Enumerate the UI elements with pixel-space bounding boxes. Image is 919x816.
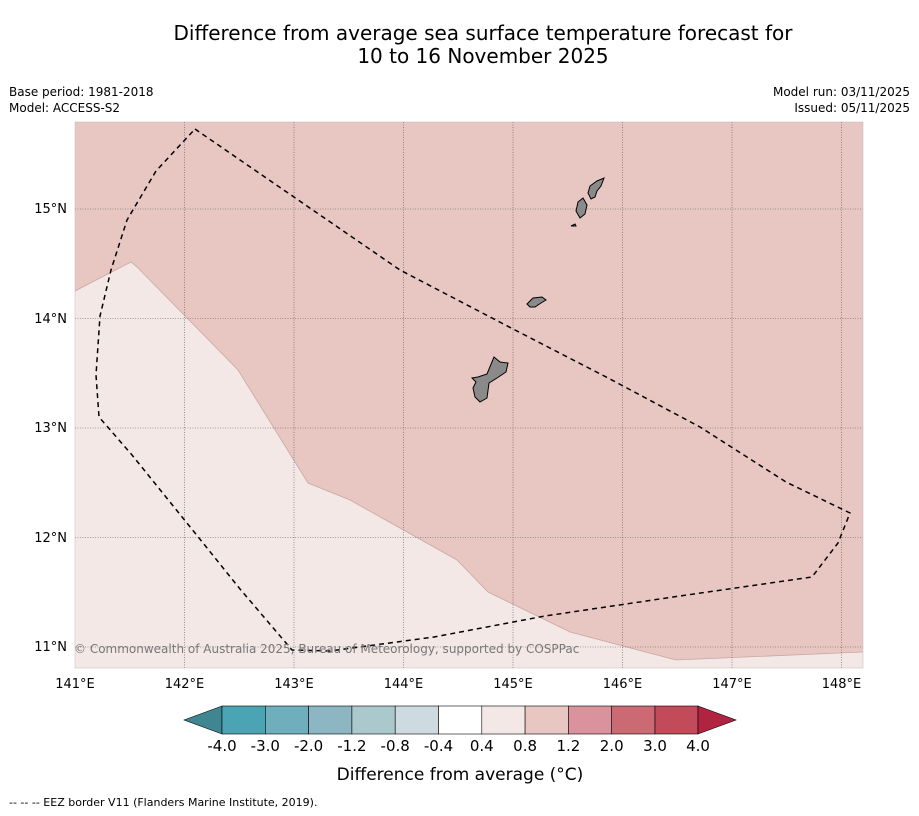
lat-tick-label: 14°N — [34, 312, 67, 327]
islands — [470, 177, 605, 403]
guam-island — [470, 356, 509, 403]
colorbar-tick-label: 0.8 — [513, 737, 537, 755]
lat-tick-label: 11°N — [34, 640, 67, 655]
title-line-2: 10 to 16 November 2025 — [357, 44, 609, 68]
colorbar-tick-label: -0.8 — [381, 737, 410, 755]
colorbar-bin — [568, 705, 613, 735]
colorbar-over-triangle — [697, 705, 737, 735]
base-period: Base period: 1981-2018 — [9, 85, 154, 99]
anomaly-region-0.4-0.8 — [75, 262, 863, 668]
colorbar-tick-label: 4.0 — [686, 737, 710, 755]
lat-tick-label: 12°N — [34, 531, 67, 546]
colorbar-tick-label: 1.2 — [556, 737, 580, 755]
colorbar-bins — [221, 705, 699, 735]
saipan-island — [587, 177, 605, 200]
lat-tick-labels: 11°N 12°N 13°N 14°N 15°N — [34, 202, 67, 655]
colorbar-tick-label: -2.0 — [294, 737, 323, 755]
colorbar-tick-label: 2.0 — [600, 737, 624, 755]
colorbar-tick-label: -4.0 — [207, 737, 236, 755]
map-frame — [74, 121, 864, 669]
lat-tick-label: 13°N — [34, 421, 67, 436]
gridlines — [75, 122, 863, 668]
colorbar-bin — [351, 705, 396, 735]
contour-line — [75, 261, 863, 661]
colorbar-tick-label: -1.2 — [337, 737, 366, 755]
map-area — [75, 122, 863, 668]
colorbar-bin — [611, 705, 656, 735]
copyright-text: © Commonwealth of Australia 2025, Bureau… — [74, 642, 579, 656]
meta-left: Base period: 1981-2018 Model: ACCESS-S2 — [9, 84, 154, 116]
title-line-1: Difference from average sea surface temp… — [173, 21, 793, 45]
tinian-island — [575, 197, 588, 219]
model-run: Model run: 03/11/2025 — [772, 85, 910, 99]
lon-tick-labels: 141°E 142°E 143°E 144°E 145°E 146°E 147°… — [55, 677, 861, 692]
lon-tick-label: 147°E — [712, 677, 752, 692]
colorbar-bin — [438, 705, 483, 735]
chart-title: Difference from average sea surface temp… — [0, 22, 919, 68]
rota-island — [526, 296, 547, 308]
colorbar-tick-labels: -4.0 -3.0 -2.0 -1.2 -0.8 -0.4 0.4 0.8 1.… — [207, 737, 710, 755]
colorbar-tick-label: -3.0 — [251, 737, 280, 755]
colorbar-bin — [481, 705, 526, 735]
lon-tick-label: 148°E — [822, 677, 862, 692]
model-name: Model: ACCESS-S2 — [9, 101, 121, 115]
colorbar: -4.0 -3.0 -2.0 -1.2 -0.8 -0.4 0.4 0.8 1.… — [183, 705, 737, 785]
colorbar-bin — [308, 705, 353, 735]
colorbar-under-triangle — [183, 705, 223, 735]
colorbar-bin — [524, 705, 569, 735]
aguijan-islet — [570, 223, 577, 227]
colorbar-label: Difference from average (°C) — [337, 765, 584, 785]
colorbar-bin — [394, 705, 439, 735]
colorbar-tick-label: 3.0 — [643, 737, 667, 755]
colorbar-bin — [264, 705, 309, 735]
lon-tick-label: 142°E — [165, 677, 205, 692]
lon-tick-label: 144°E — [384, 677, 424, 692]
meta-right: Model run: 03/11/2025 Issued: 05/11/2025 — [773, 84, 910, 116]
colorbar-tick-label: 0.4 — [470, 737, 494, 755]
lon-tick-label: 145°E — [493, 677, 533, 692]
lon-tick-label: 143°E — [274, 677, 314, 692]
colorbar-bin — [221, 705, 266, 735]
eez-footnote: -- -- -- EEZ border V11 (Flanders Marine… — [9, 796, 318, 809]
lon-tick-label: 141°E — [55, 677, 95, 692]
issued-date: Issued: 05/11/2025 — [794, 101, 910, 115]
eez-border — [95, 128, 851, 652]
colorbar-tick-label: -0.4 — [424, 737, 453, 755]
lat-tick-label: 15°N — [34, 202, 67, 217]
lon-tick-label: 146°E — [603, 677, 643, 692]
colorbar-bin — [654, 705, 699, 735]
